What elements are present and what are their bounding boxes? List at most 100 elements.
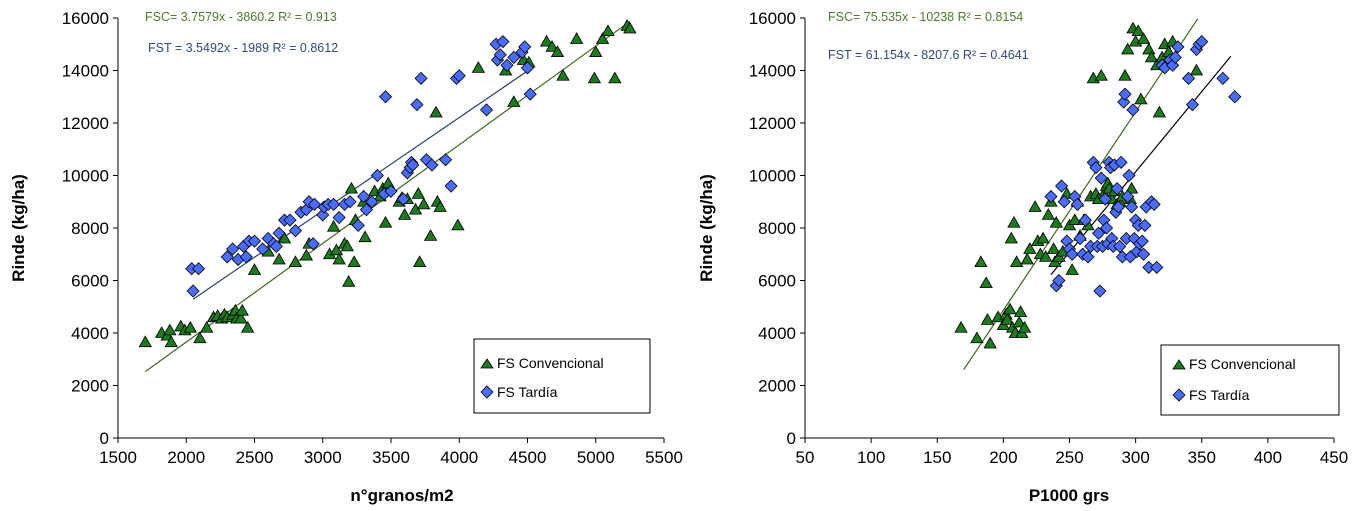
point-conv	[1094, 68, 1108, 81]
point-conv	[1017, 320, 1032, 333]
chart-2-points	[954, 21, 1242, 349]
point-conv	[1013, 305, 1028, 317]
point-conv	[240, 320, 255, 333]
chart-1-legend-diamond-icon	[480, 385, 494, 399]
y-tick-label: 16000	[749, 9, 796, 28]
chart-1-equation-conv: FSC= 3.7579x - 3860.2 R² = 0.913	[145, 10, 337, 24]
point-tard	[247, 234, 262, 248]
point-tard	[439, 153, 453, 167]
y-tick-label: 14000	[62, 62, 109, 81]
point-conv	[1000, 313, 1015, 325]
point-tard	[283, 213, 297, 227]
point-conv	[1036, 231, 1050, 244]
point-conv	[539, 34, 554, 47]
x-tick-label: 100	[857, 448, 885, 467]
point-tard	[1135, 234, 1149, 248]
point-tard	[359, 203, 373, 217]
y-tick-label: 2000	[71, 377, 109, 396]
x-tick-label: 4000	[440, 448, 478, 467]
point-tard	[1098, 192, 1112, 206]
point-conv	[347, 255, 361, 268]
point-tard	[452, 69, 466, 83]
point-conv	[397, 208, 412, 220]
point-conv	[1131, 24, 1145, 37]
chart-1-legend-label-conv: FS Convencional	[497, 355, 604, 371]
y-tick-label: 6000	[71, 272, 109, 291]
point-tard	[1089, 161, 1103, 175]
chart-1-points	[138, 19, 637, 348]
point-conv	[1121, 42, 1135, 55]
point-tard	[269, 239, 283, 253]
chart-1-axes: 0 2000 4000 6000 8000 10000 12000 14000 16000 150…	[62, 9, 683, 467]
point-conv	[1124, 181, 1139, 194]
point-tard	[307, 197, 322, 211]
point-tard	[306, 237, 320, 251]
x-tick-label: 3000	[304, 448, 342, 467]
point-tard	[384, 184, 398, 198]
point-tard	[1150, 260, 1164, 274]
point-tard	[1122, 168, 1136, 183]
point-conv	[954, 320, 968, 333]
point-conv	[433, 200, 447, 212]
y-tick-label: 12000	[62, 114, 109, 133]
x-tick-label: 2000	[167, 448, 205, 467]
point-tard	[406, 158, 420, 172]
point-conv	[417, 197, 431, 210]
point-tard	[1052, 273, 1066, 288]
point-conv	[344, 181, 359, 194]
point-conv	[1068, 213, 1082, 226]
chart-2-legend: FS Convencional FS Tardía	[1160, 344, 1340, 416]
point-conv	[341, 275, 356, 287]
point-tard	[272, 226, 286, 240]
point-conv	[164, 335, 178, 348]
x-tick-label: 5500	[645, 448, 683, 467]
chart-2-legend-triangle-icon	[1172, 359, 1186, 370]
point-tard	[444, 179, 458, 193]
x-tick-label: 4500	[509, 448, 547, 467]
point-conv	[974, 255, 988, 268]
point-conv	[326, 219, 341, 232]
point-tard	[425, 158, 439, 172]
chart-2-legend-diamond-icon	[1172, 388, 1186, 402]
point-conv	[1028, 200, 1042, 212]
point-tard	[1121, 189, 1135, 204]
chart-2-legend-label-conv: FS Convencional	[1189, 356, 1296, 372]
y-tick-label: 8000	[71, 219, 109, 238]
point-conv	[329, 243, 344, 256]
point-conv	[1152, 105, 1167, 118]
point-conv	[1041, 208, 1056, 220]
point-conv	[1142, 42, 1156, 55]
x-tick-label: 50	[796, 448, 815, 467]
point-conv	[587, 71, 602, 84]
point-tard	[1118, 87, 1132, 101]
y-tick-label: 10000	[62, 167, 109, 186]
point-conv	[623, 21, 637, 34]
y-tick-label: 6000	[758, 272, 796, 291]
y-tick-label: 8000	[758, 219, 796, 238]
point-tard	[1147, 197, 1161, 211]
point-conv	[423, 229, 438, 241]
point-conv	[980, 313, 995, 325]
point-conv	[234, 311, 248, 324]
x-tick-label: 3500	[372, 448, 410, 467]
point-conv	[235, 303, 249, 316]
point-conv	[983, 336, 997, 349]
point-tard	[357, 189, 371, 204]
point-tard	[1216, 71, 1230, 85]
point-conv	[1023, 242, 1037, 254]
point-tard	[226, 242, 240, 256]
point-tard	[507, 50, 521, 64]
point-conv	[1134, 92, 1148, 105]
chart-1-legend-triangle-icon	[480, 358, 494, 369]
point-tard	[332, 210, 346, 225]
y-tick-label: 12000	[749, 114, 796, 133]
point-tard	[1110, 182, 1124, 196]
point-tard	[239, 250, 253, 264]
y-tick-label: 16000	[62, 9, 109, 28]
y-tick-label: 0	[787, 429, 796, 448]
point-tard	[351, 218, 365, 232]
point-tard	[1171, 40, 1185, 54]
point-tard	[1054, 179, 1069, 193]
point-tard	[518, 40, 532, 54]
point-conv	[247, 263, 262, 275]
